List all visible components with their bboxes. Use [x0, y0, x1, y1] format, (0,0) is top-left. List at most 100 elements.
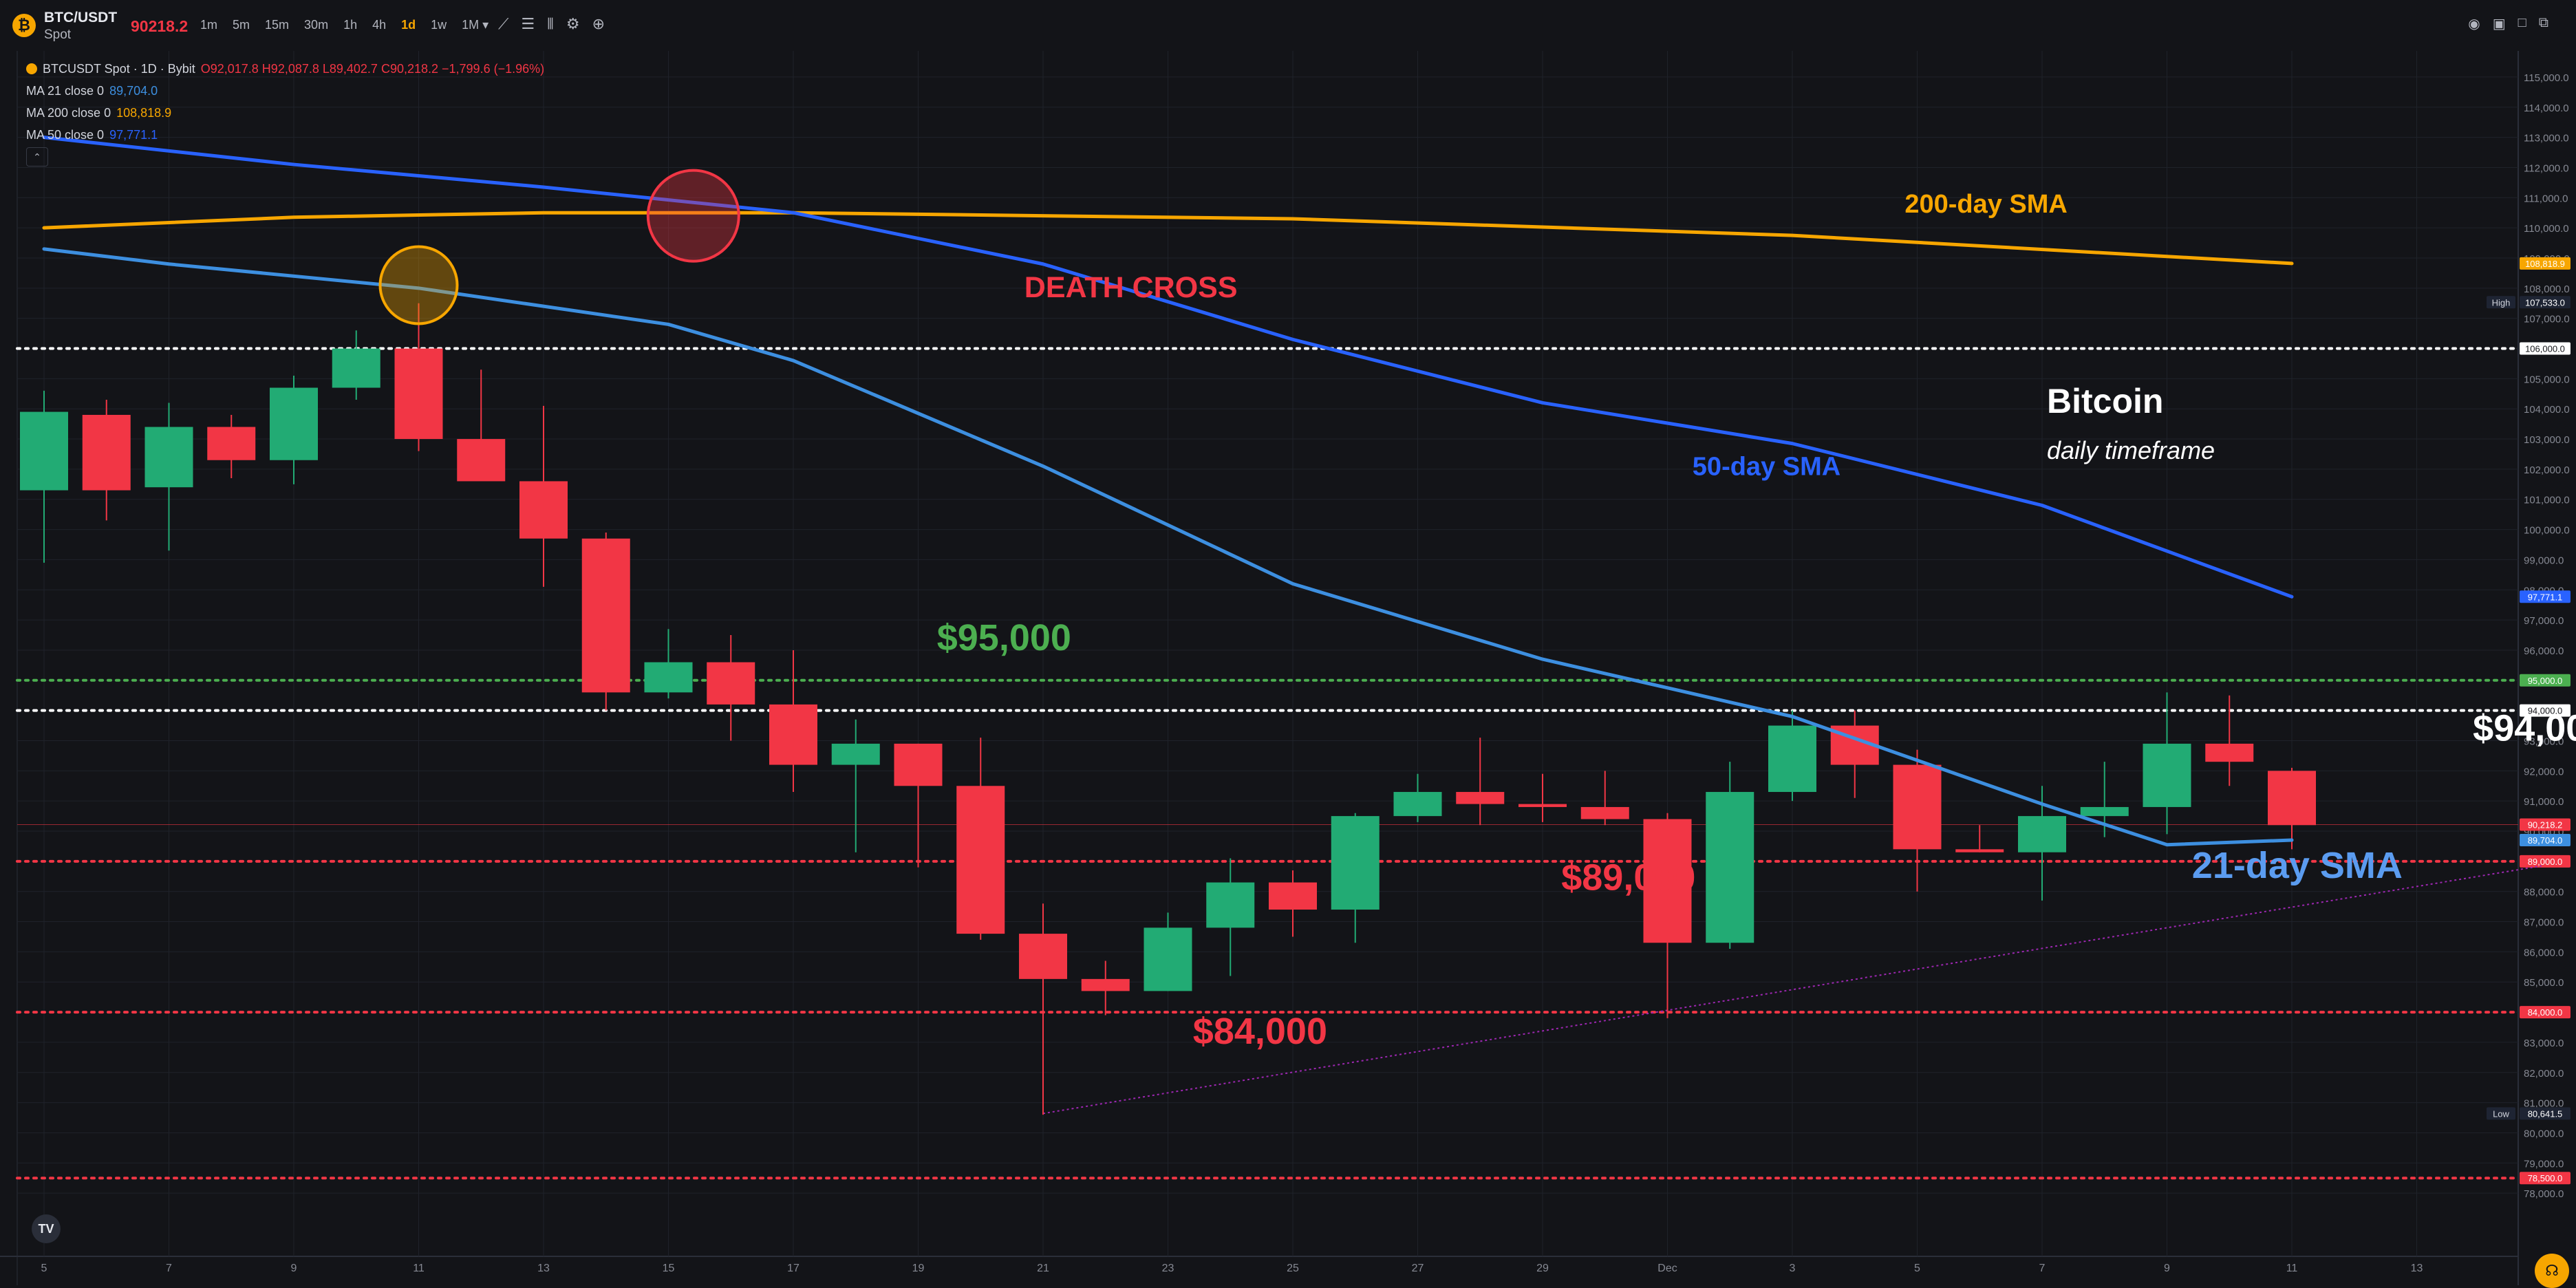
x-tick-label: 9	[291, 1263, 297, 1274]
undock-icon[interactable]: ⧉	[2538, 15, 2548, 30]
y-tick-label: 81,000.0	[2524, 1098, 2564, 1110]
indicators-icon[interactable]: ⟋	[498, 15, 509, 32]
y-tick-label: 112,000.0	[2524, 162, 2569, 174]
y-tick-label: 79,000.0	[2524, 1158, 2564, 1170]
last-price: 90218.2	[131, 17, 189, 35]
collapse-legend-button[interactable]: ⌃	[26, 147, 48, 167]
y-tick-label: 103,000.0	[2524, 434, 2570, 446]
cross-marker-circle	[646, 169, 740, 263]
level-badge-label: 84,000.0	[2528, 1007, 2563, 1018]
x-tick-label: 27	[1412, 1263, 1424, 1274]
interval-1h[interactable]: 1h	[343, 18, 358, 32]
x-tick-label: 11	[2286, 1263, 2298, 1274]
candle-body	[1706, 792, 1754, 943]
interval-1w[interactable]: 1w	[431, 18, 447, 32]
interval-30m[interactable]: 30m	[304, 18, 329, 32]
chart-annotation: $95,000	[937, 617, 1071, 658]
tradingview-logo[interactable]: TV	[32, 1214, 61, 1243]
legend-title[interactable]: BTCUSDT Spot · 1D · Bybit	[43, 62, 195, 76]
candle-body	[1269, 882, 1317, 910]
y-tick-label: 92,000.0	[2524, 766, 2564, 777]
interval-1d[interactable]: 1d	[401, 18, 416, 32]
candle-body	[1393, 792, 1442, 817]
x-tick-label: 17	[787, 1263, 799, 1274]
price-badge-tag-label: High	[2492, 297, 2511, 308]
legend-ma21-row[interactable]: MA 21 close 0 89,704.0	[26, 80, 544, 102]
legend-ma200-row[interactable]: MA 200 close 0 108,818.9	[26, 102, 544, 124]
x-tick-label: 11	[413, 1263, 425, 1274]
y-tick-label: 91,000.0	[2524, 796, 2564, 808]
chart-type-icon[interactable]: ☰	[521, 15, 535, 32]
y-tick-label: 105,000.0	[2524, 374, 2570, 385]
help-icon[interactable]: ☊	[2535, 1254, 2569, 1288]
level-badge	[2520, 1006, 2570, 1019]
ma50-label: MA 50 close 0	[26, 128, 105, 142]
x-tick-label: 5	[41, 1263, 47, 1274]
candle-body	[332, 348, 380, 388]
candle-body	[2205, 743, 2254, 762]
level-badge-label: 89,000.0	[2528, 857, 2563, 867]
x-tick-label: Dec	[1657, 1263, 1677, 1274]
y-tick-label: 113,000.0	[2524, 133, 2569, 144]
candle-body	[581, 538, 630, 693]
x-tick-label: 7	[2039, 1263, 2046, 1274]
interval-5m[interactable]: 5m	[233, 18, 250, 32]
x-tick-label: 9	[2164, 1263, 2170, 1274]
candle-body	[769, 704, 817, 765]
price-badge-tag	[2487, 1107, 2515, 1120]
level-badge-label: 95,000.0	[2528, 676, 2563, 686]
chart-annotation: 200-day SMA	[1904, 190, 2068, 219]
price-badge	[2520, 590, 2570, 603]
interval-4h[interactable]: 4h	[372, 18, 387, 32]
candle-body	[394, 348, 443, 440]
candle-body	[2268, 771, 2316, 826]
symbol-coin-icon	[26, 63, 37, 74]
price-badge-label: 97,771.1	[2528, 592, 2563, 602]
ma21-label: MA 21 close 0	[26, 84, 105, 98]
symbol-name[interactable]: BTC/USDT	[44, 10, 118, 25]
price-badge-label: 80,641.5	[2528, 1108, 2563, 1119]
x-tick-label: 21	[1037, 1263, 1049, 1274]
market-type: Spot	[44, 28, 72, 42]
chart-annotation: $94,000	[2473, 707, 2576, 749]
price-badge-label: 89,704.0	[2528, 835, 2563, 846]
x-tick-label: 3	[1790, 1263, 1796, 1274]
price-badge-label: 107,533.0	[2525, 297, 2565, 308]
y-tick-label: 115,000.0	[2524, 72, 2569, 84]
y-tick-label: 83,000.0	[2524, 1038, 2564, 1049]
interval-1M[interactable]: 1M ▾	[462, 18, 489, 32]
interval-15m[interactable]: 15m	[265, 18, 290, 32]
candle-body	[1893, 764, 1942, 850]
legend-ohlc: O92,017.8 H92,087.8 L89,402.7 C90,218.2 …	[200, 62, 545, 76]
compare-icon[interactable]: ⦀	[547, 15, 554, 32]
level-badge	[2520, 1172, 2570, 1185]
x-tick-label: 23	[1162, 1263, 1174, 1274]
chart-title: Bitcoin	[2047, 382, 2163, 420]
price-chart[interactable]: 78,000.0 79,000.0 80,000.0 81,000.0 82,000.0…	[0, 51, 2576, 1285]
candle-body	[2080, 806, 2129, 817]
candle-body	[270, 387, 318, 460]
layout-icon[interactable]: ▣	[2492, 17, 2506, 32]
add-icon[interactable]: ⊕	[592, 15, 605, 32]
y-tick-label: 97,000.0	[2524, 615, 2564, 627]
legend-ma50-row[interactable]: MA 50 close 0 97,771.1	[26, 124, 544, 146]
candle-body	[707, 662, 755, 705]
candle-body	[956, 786, 1005, 934]
candle-body	[519, 481, 568, 539]
y-tick-label: 82,000.0	[2524, 1068, 2564, 1080]
candle-body	[1955, 849, 2004, 852]
y-tick-label: 111,000.0	[2524, 193, 2568, 204]
y-tick-label: 88,000.0	[2524, 887, 2564, 899]
price-badge	[2520, 1107, 2570, 1120]
level-badge	[2520, 855, 2570, 868]
fullscreen-icon[interactable]: □	[2518, 15, 2526, 30]
candle-body	[894, 743, 943, 786]
price-badge-tag-label: Low	[2493, 1108, 2509, 1119]
camera-icon[interactable]: ◉	[2468, 17, 2480, 32]
candle-body	[82, 414, 131, 491]
ma50-value: 97,771.1	[109, 128, 158, 142]
bitcoin-icon: ₿	[12, 14, 36, 37]
settings-icon[interactable]: ⚙	[566, 15, 580, 32]
legend-main-row: BTCUSDT Spot · 1D · Bybit O92,017.8 H92,…	[26, 58, 544, 80]
interval-1m[interactable]: 1m	[200, 18, 218, 32]
